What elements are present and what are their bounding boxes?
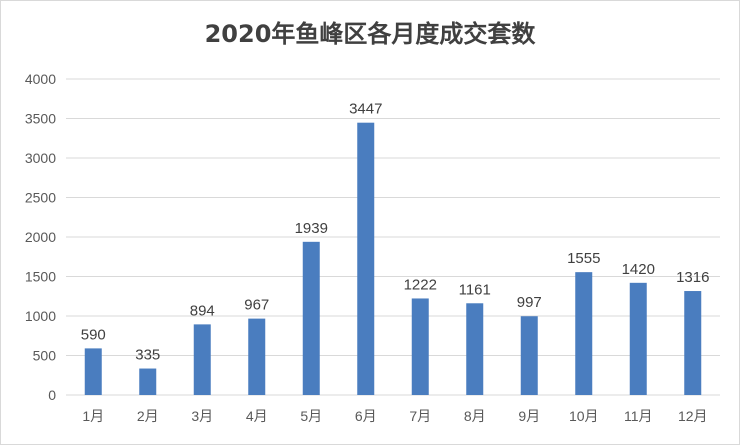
data-label: 590 [81,326,106,343]
x-tick-label: 11月 [624,408,653,424]
bar [684,291,702,395]
bar [139,368,157,395]
y-tick-label: 4000 [25,71,56,87]
y-tick-label: 500 [33,348,57,364]
data-label: 997 [517,294,542,311]
y-tick-label: 1500 [25,269,56,285]
bar [84,348,102,395]
data-label: 3447 [349,101,382,118]
x-tick-label: 12月 [678,408,708,424]
data-label: 1316 [676,269,709,286]
data-label: 335 [135,347,160,364]
x-tick-label: 2月 [137,408,159,424]
y-tick-label: 2000 [25,229,56,245]
bar [520,316,538,395]
data-label: 1222 [404,276,437,293]
data-label: 1939 [295,220,328,237]
data-label: 1555 [567,250,600,267]
y-tick-label: 3500 [25,111,56,127]
data-label: 967 [244,297,269,314]
data-label: 1161 [459,281,491,298]
data-label: 894 [190,302,215,319]
y-axis-ticks: 0 500 1000 1500 2000 2500 3000 3500 4000 [25,71,56,403]
bar [411,298,429,395]
bar [357,122,375,395]
bar [248,318,266,395]
chart-title: 2020年鱼峰区各月度成交套数 [204,20,536,48]
x-tick-label: 7月 [409,408,431,424]
x-tick-label: 1月 [82,408,104,424]
x-axis-ticks: 1月 2月 3月 4月 5月 6月 7月 8月 9月 10月 11月 12月 [82,408,707,424]
y-tick-label: 3000 [25,150,56,166]
y-tick-label: 0 [48,387,56,403]
data-label: 1420 [622,261,655,278]
y-tick-label: 2500 [25,190,56,206]
x-tick-label: 9月 [518,408,540,424]
x-tick-label: 4月 [246,408,268,424]
x-tick-label: 6月 [355,408,377,424]
bar [575,272,593,395]
y-tick-label: 1000 [25,308,56,324]
bar [193,324,211,395]
x-tick-label: 8月 [464,408,486,424]
bar [629,282,647,395]
bar [466,303,484,395]
x-tick-label: 3月 [191,408,213,424]
data-labels: 590 335 894 967 1939 3447 1222 1161 997 1555 1420 1… [81,101,710,364]
x-tick-label: 5月 [300,408,322,424]
gridlines [66,78,720,396]
bar [302,241,320,395]
x-tick-label: 10月 [569,408,599,424]
bars [84,122,702,395]
